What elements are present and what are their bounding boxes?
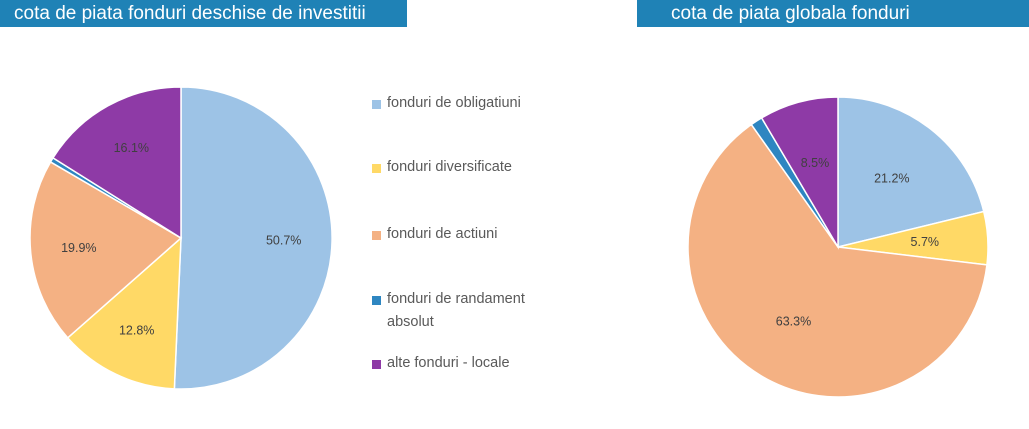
legend-label: fonduri de actiuni xyxy=(387,226,498,242)
legend-label: alte fonduri - locale xyxy=(387,355,510,371)
pie-slice-fonduri-de-actiuni xyxy=(687,123,988,398)
legend-label: fonduri de obligatiuni xyxy=(387,95,521,111)
slice-data-label: 12.8% xyxy=(119,324,154,338)
slice-data-label: 16.1% xyxy=(114,141,149,155)
legend-label: fonduri diversificate xyxy=(387,159,512,175)
chart-title-right: cota de piata globala fonduri xyxy=(637,0,1029,27)
slice-data-label: 8.5% xyxy=(801,156,830,170)
slice-data-label: 63.3% xyxy=(776,315,811,329)
legend-swatch xyxy=(372,296,381,305)
pie-slice-fonduri-de-actiuni xyxy=(29,160,183,339)
legend-swatch xyxy=(372,231,381,240)
pie-slice-alte-fonduri-locale xyxy=(51,86,182,240)
pie-slice-fonduri-de-obligatiuni xyxy=(173,86,333,390)
slice-data-label: 50.7% xyxy=(266,233,301,247)
legend-swatch xyxy=(372,164,381,173)
pie-slice-fonduri-diversificate xyxy=(66,236,182,390)
legend-swatch xyxy=(372,100,381,109)
legend-swatch xyxy=(372,360,381,369)
legend-label: fonduri de randament absolut xyxy=(387,291,525,330)
slice-data-label: 19.9% xyxy=(61,241,96,255)
chart-title-left: cota de piata fonduri deschise de invest… xyxy=(0,0,407,27)
pie-slice-alte-fonduri-locale xyxy=(760,96,839,250)
slice-data-label: 5.7% xyxy=(911,235,940,249)
slice-data-label: 21.2% xyxy=(874,172,909,186)
pie-slice-fonduri-de-obligatiuni xyxy=(837,96,985,248)
